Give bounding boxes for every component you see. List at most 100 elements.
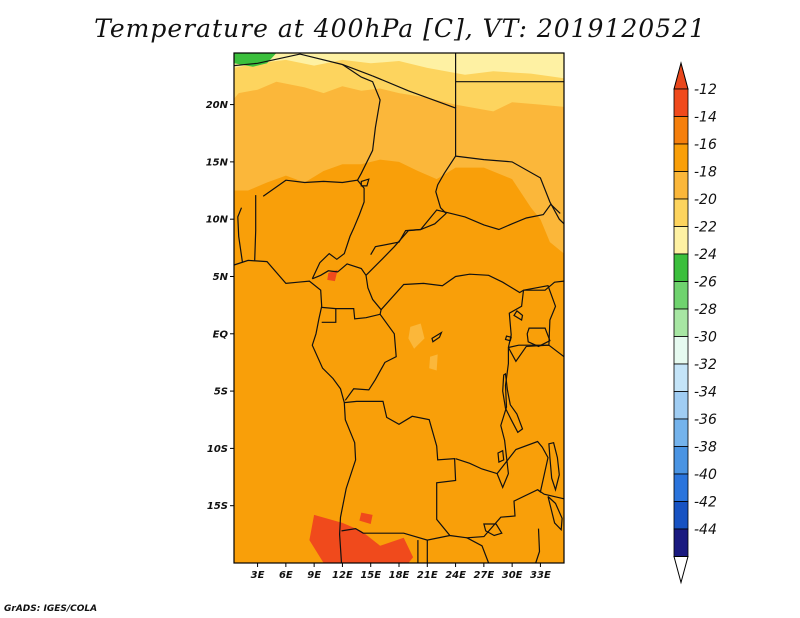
lon-tick-label: 6E bbox=[279, 570, 293, 581]
lon-tick-label: 30E bbox=[502, 570, 523, 581]
border-line bbox=[341, 527, 451, 541]
border-line bbox=[312, 263, 382, 320]
colorbar-swatch bbox=[673, 501, 689, 530]
colorbar-swatch bbox=[673, 308, 689, 337]
colorbar-swatch bbox=[673, 418, 689, 447]
lake-outline bbox=[497, 449, 505, 463]
colorbar-label: -42 bbox=[694, 495, 717, 511]
border-line bbox=[455, 155, 565, 225]
lake-outline bbox=[513, 310, 524, 321]
colorbar-swatch bbox=[673, 143, 689, 172]
border-line bbox=[464, 440, 549, 564]
colorbar-swatch bbox=[673, 336, 689, 365]
colorbar-label: -20 bbox=[694, 192, 717, 208]
lon-tick-label: 9E bbox=[307, 570, 321, 581]
colorbar-swatch bbox=[673, 446, 689, 475]
colorbar-label: -18 bbox=[694, 165, 717, 181]
border-line bbox=[537, 489, 565, 500]
credit-label: GrADS: IGES/COLA bbox=[4, 604, 98, 614]
colorbar-swatch bbox=[673, 116, 689, 145]
border-line bbox=[237, 207, 244, 263]
border-line bbox=[535, 528, 541, 564]
border-line bbox=[455, 290, 525, 489]
temperature-field bbox=[234, 53, 564, 563]
field-16-patch bbox=[408, 323, 425, 349]
colorbar-label: -38 bbox=[694, 440, 717, 456]
lon-tick-label: 15E bbox=[360, 570, 381, 581]
field-12-region bbox=[309, 514, 414, 563]
latitude-axis: 20N 15N 10N 5N EQ 5S 10S 15S bbox=[206, 100, 234, 512]
field-16-patch bbox=[429, 354, 438, 371]
border-line bbox=[321, 308, 337, 323]
lat-tick-label: 10S bbox=[207, 444, 228, 455]
colorbar-bottom-arrow bbox=[673, 556, 689, 585]
colorbar-label: -34 bbox=[694, 385, 717, 401]
colorbar-label: -28 bbox=[694, 302, 717, 318]
lat-tick-label: 15S bbox=[207, 501, 228, 512]
colorbar-label: -14 bbox=[694, 110, 717, 126]
colorbar-swatch bbox=[673, 253, 689, 282]
longitude-axis: 3E 6E 9E 12E 15E 18E 21E 24E 27E 30E 33E bbox=[251, 563, 551, 581]
lon-tick-label: 3E bbox=[251, 570, 265, 581]
lat-tick-label: 15N bbox=[206, 157, 229, 168]
lon-tick-label: 27E bbox=[473, 570, 494, 581]
colorbar-swatch bbox=[673, 198, 689, 227]
lake-outline bbox=[504, 335, 512, 342]
colorbar-label: -12 bbox=[694, 82, 717, 98]
map-title: Temperature at 400hPa [C], VT: 201912052… bbox=[94, 14, 706, 43]
lat-tick-label: 10N bbox=[206, 215, 229, 226]
field-20-region bbox=[234, 53, 564, 79]
lake-outline bbox=[548, 441, 560, 492]
colorbar-swatch bbox=[673, 226, 689, 255]
colorbar-swatch bbox=[673, 171, 689, 200]
lat-tick-label: EQ bbox=[213, 329, 229, 340]
border-line bbox=[508, 285, 557, 349]
lake-outline bbox=[360, 178, 370, 187]
border-line bbox=[233, 259, 357, 564]
field-12-patch bbox=[327, 269, 338, 282]
colorbar-swatch bbox=[673, 88, 689, 117]
colorbar-label: -22 bbox=[694, 220, 717, 236]
colorbar-label: -26 bbox=[694, 275, 717, 291]
lon-tick-label: 18E bbox=[389, 570, 410, 581]
border-line bbox=[254, 195, 257, 261]
field-24-region bbox=[234, 53, 277, 67]
colorbar-swatch bbox=[673, 391, 689, 420]
border-line bbox=[262, 179, 365, 280]
colorbar-label: -30 bbox=[694, 330, 717, 346]
lon-tick-label: 33E bbox=[530, 570, 551, 581]
lat-tick-label: 5S bbox=[214, 387, 228, 398]
colorbar-swatch bbox=[673, 528, 689, 557]
border-line bbox=[342, 64, 381, 181]
border-line bbox=[547, 496, 563, 532]
lat-tick-label: 5N bbox=[213, 272, 229, 283]
lake-outline bbox=[502, 372, 524, 434]
colorbar: -12 -14 -16 -18 -20 -22 -24 -26 -28 -30 -32 -34 -36 -… bbox=[673, 61, 717, 585]
lake-outline bbox=[526, 327, 551, 348]
border-line bbox=[344, 313, 397, 401]
colorbar-label: -40 bbox=[694, 467, 717, 483]
colorbar-top-arrow bbox=[673, 61, 689, 90]
lon-tick-label: 24E bbox=[445, 570, 466, 581]
colorbar-label: -32 bbox=[694, 357, 717, 373]
lake-outline bbox=[431, 331, 443, 343]
country-borders bbox=[233, 53, 565, 564]
lake-outline bbox=[483, 523, 503, 537]
colorbar-label: -16 bbox=[694, 137, 717, 153]
colorbar-swatch bbox=[673, 363, 689, 392]
colorbar-label: -44 bbox=[694, 522, 717, 538]
colorbar-label: -36 bbox=[694, 412, 717, 428]
field-12-patch bbox=[359, 512, 373, 524]
lon-tick-label: 12E bbox=[332, 570, 353, 581]
lon-tick-label: 21E bbox=[417, 570, 438, 581]
lat-tick-label: 20N bbox=[206, 100, 229, 111]
border-line bbox=[233, 53, 373, 77]
colorbar-label: -24 bbox=[694, 247, 717, 263]
border-line bbox=[380, 273, 565, 311]
border-line bbox=[507, 344, 565, 363]
border-line bbox=[344, 400, 467, 539]
border-line bbox=[365, 203, 561, 276]
colorbar-swatch bbox=[673, 473, 689, 502]
colorbar-swatch bbox=[673, 281, 689, 310]
